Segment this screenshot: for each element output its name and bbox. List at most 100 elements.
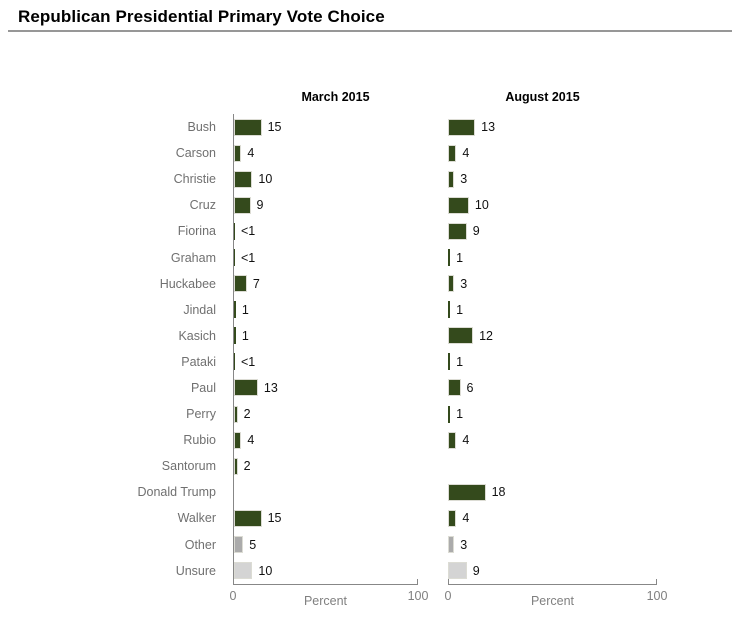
value-label: 10 [474,198,489,213]
bar-row-walker: 15 [234,505,418,531]
bar-cruz [234,196,251,214]
value-label: 6 [466,380,474,395]
bar-row-huckabee: 7 [234,271,418,297]
panel-march-bars: 15 4 10 9 <1 <1 7 1 1 <1 13 2 4 2 15 5 10 [233,114,418,584]
value-label: 4 [462,511,470,526]
x-axis-labels-august: 0 Percent 100 [445,589,668,615]
bar-santorum [234,457,238,475]
category-labels-column: Bush Carson Christie Cruz Fiorina Graham Hucka… [0,114,233,584]
x-axis-march [233,578,418,585]
value-label: 1 [241,328,249,343]
bar-row-santorum [448,453,657,479]
value-label: 1 [456,250,464,265]
bar-row-christie: 10 [234,166,418,192]
bar-bush [234,118,262,136]
bar-fiorina [448,222,467,240]
bar-unsure [448,562,467,580]
value-label: 4 [462,146,470,161]
category-label-pataki: Pataki [181,354,216,369]
category-label-jindal: Jindal [183,302,216,317]
bar-rubio [234,431,242,449]
bar-paul [234,379,258,397]
category-label-unsure: Unsure [175,563,216,578]
bar-row-christie: 3 [448,166,657,192]
dual-panel-bar-chart: March 2015 August 2015 Bush Carson Christi… [0,90,740,615]
value-label: 13 [263,380,278,395]
value-label: 9 [472,563,480,578]
bar-graham [448,249,451,267]
value-label: 4 [247,146,255,161]
bar-other [234,536,244,554]
bar-fiorina [234,222,235,240]
category-label-other: Other [184,537,216,552]
bar-row-donald-trump [234,479,418,505]
bar-row-cruz: 9 [234,192,418,218]
bar-kasich [448,327,474,345]
category-label-paul: Paul [190,380,216,395]
bar-row-graham: 1 [448,244,657,270]
category-label-rubio: Rubio [183,433,216,448]
panel-march: 15 4 10 9 <1 <1 7 1 1 <1 13 2 4 2 15 5 10 0 Percent 100 [230,114,428,615]
bar-kasich [234,327,236,345]
bar-row-paul: 13 [234,375,418,401]
bar-carson [448,144,457,162]
value-label: 4 [462,433,470,448]
category-label-fiorina: Fiorina [177,224,216,239]
value-label: 1 [456,302,464,317]
panel-august-bars: 13 4 3 10 9 1 3 1 12 1 6 1 4 18 4 3 9 [448,114,657,584]
bar-row-bush: 13 [448,114,657,140]
value-label: 2 [243,407,251,422]
bar-row-perry: 2 [234,401,418,427]
value-label: 1 [456,354,464,369]
bar-row-rubio: 4 [234,427,418,453]
bar-row-jindal: 1 [234,297,418,323]
bar-unsure [234,562,253,580]
chart-title: Republican Presidential Primary Vote Cho… [18,7,385,26]
panel-title-march: March 2015 [301,90,370,104]
value-label: 7 [252,276,260,291]
value-label: 1 [456,407,464,422]
value-label: <1 [241,250,256,265]
bar-row-walker: 4 [448,505,657,531]
bar-row-bush: 15 [234,114,418,140]
category-label-santorum: Santorum [161,459,216,474]
value-label: 2 [243,459,251,474]
bar-row-cruz: 10 [448,192,657,218]
title-underline [8,30,732,32]
bar-graham [234,249,235,267]
category-label-cruz: Cruz [189,198,216,213]
bar-row-huckabee: 3 [448,271,657,297]
panel-august: 13 4 3 10 9 1 3 1 12 1 6 1 4 18 4 3 9 0 Percent 100 [445,114,668,615]
value-label: 9 [256,198,264,213]
bar-bush [448,118,476,136]
value-label: 15 [267,120,282,135]
bar-row-unsure: 10 [234,558,418,584]
bar-christie [234,170,253,188]
x-tick-label-100: 100 [646,588,668,603]
bar-jindal [448,301,451,319]
value-label: 12 [479,328,493,343]
category-label-graham: Graham [170,250,216,265]
value-label: 13 [481,120,496,135]
bar-row-carson: 4 [234,140,418,166]
x-axis-august [448,578,657,585]
panel-header-row: March 2015 August 2015 [0,90,740,104]
category-label-kasich: Kasich [178,328,216,343]
value-label: 3 [460,276,468,291]
bar-row-donald-trump: 18 [448,479,657,505]
bar-row-jindal: 1 [448,297,657,323]
value-label: 9 [472,224,480,239]
bar-christie [448,170,455,188]
x-axis-title: Percent [303,593,348,608]
x-tick-label-100: 100 [407,588,429,603]
bar-row-pataki: <1 [234,349,418,375]
category-label-walker: Walker [177,511,216,526]
category-label-huckabee: Huckabee [159,276,216,291]
bar-perry [448,405,451,423]
value-label: 3 [460,537,468,552]
bar-cruz [448,196,469,214]
value-label: 5 [249,537,257,552]
value-label: 4 [247,433,255,448]
value-label: 10 [258,563,273,578]
